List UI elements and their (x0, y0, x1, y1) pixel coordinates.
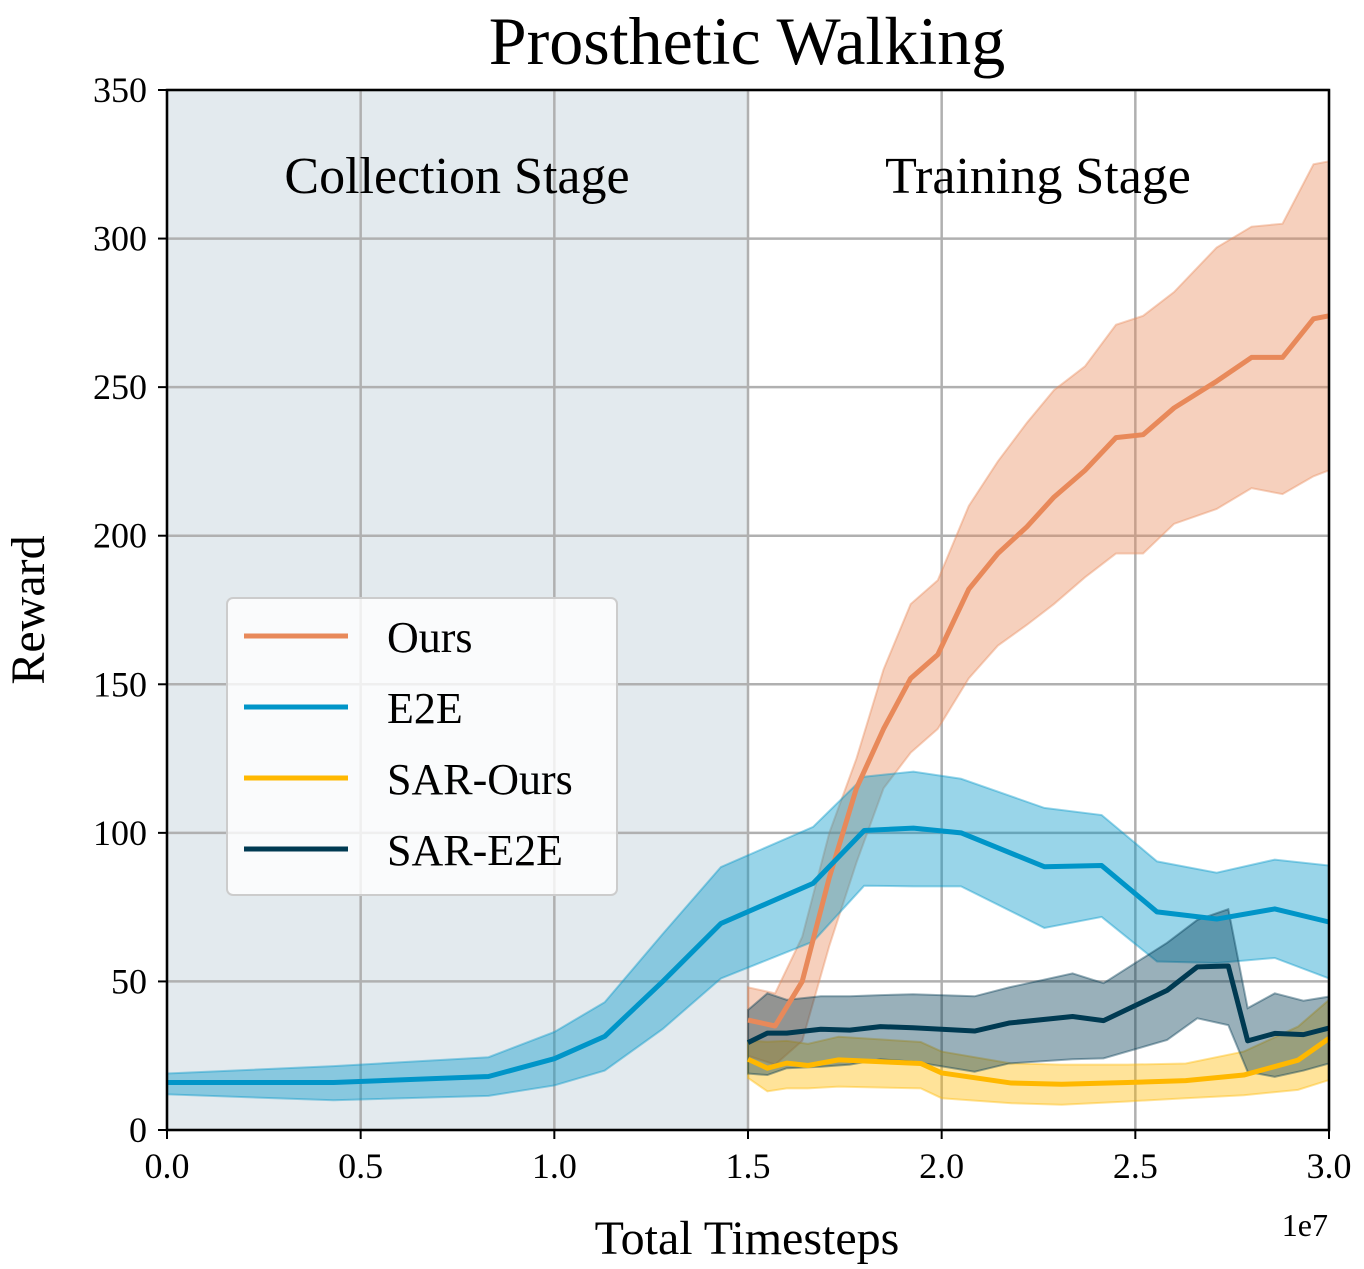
y-tick-label: 350 (93, 70, 147, 110)
x-axis-offset-label: 1e7 (1282, 1207, 1328, 1243)
y-tick-label: 100 (93, 813, 147, 853)
region-label-collection: Collection Stage (284, 148, 629, 205)
x-tick-label: 0.0 (145, 1146, 190, 1186)
x-tick-label: 1.0 (532, 1146, 577, 1186)
y-tick-label: 300 (93, 219, 147, 259)
line-sar-ours (746, 1036, 1331, 1087)
legend: Ours E2E SAR-Ours SAR-E2E (226, 597, 618, 896)
stage-region-1 (748, 90, 1329, 1130)
x-tick-label: 2.5 (1113, 1146, 1158, 1186)
x-tick-label: 0.5 (338, 1146, 383, 1186)
region-label-training: Training Stage (885, 148, 1191, 205)
legend-label-sar-ours: SAR-Ours (387, 755, 573, 804)
x-tick-label: 2.0 (919, 1146, 964, 1186)
plot-area (165, 88, 1331, 1132)
line-ours (747, 313, 1330, 1029)
x-tick-label: 3.0 (1307, 1146, 1352, 1186)
chart-title: Prosthetic Walking (489, 3, 1005, 79)
legend-label-ours: Ours (387, 613, 473, 662)
y-tick-label: 50 (111, 961, 147, 1001)
y-tick-label: 150 (93, 664, 147, 704)
line-sar-e2e (746, 963, 1330, 1045)
x-axis-label: Total Timesteps (595, 1212, 900, 1265)
legend-box (226, 597, 618, 896)
y-tick-label: 0 (129, 1110, 147, 1150)
y-tick-label: 200 (93, 516, 147, 556)
line-e2e (167, 825, 1330, 1085)
x-tick-label: 1.5 (726, 1146, 771, 1186)
axis-ticks: 0.0 0.5 1.0 1.5 2.0 2.5 3.0 0 50 100 150 200 250 300 3… (93, 70, 1352, 1186)
y-axis-label: Reward (2, 535, 55, 684)
legend-label-e2e: E2E (387, 684, 463, 733)
y-tick-label: 250 (93, 367, 147, 407)
legend-label-sar-e2e: SAR-E2E (387, 826, 563, 875)
